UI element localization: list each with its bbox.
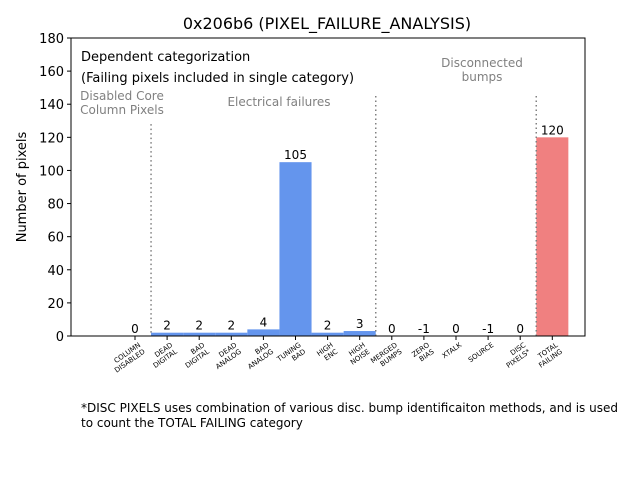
bar (311, 332, 344, 336)
chart-title: 0x206b6 (PIXEL_FAILURE_ANALYSIS) (183, 14, 471, 34)
bar-value-label: 2 (195, 319, 203, 333)
y-tick-label: 0 (56, 330, 64, 345)
bar-value-label: 2 (227, 319, 235, 333)
x-tick-label: HIGHNOISE (344, 341, 371, 367)
y-tick-label: 140 (39, 98, 64, 113)
bar (247, 329, 280, 336)
x-tick-label: DISCPIXELS* (500, 341, 532, 370)
section-label: Disconnected bumps (441, 56, 523, 84)
x-tick-label: MERGEDBUMPS (369, 341, 404, 372)
x-tick-label: HIGHENC (315, 341, 339, 365)
bar (536, 137, 569, 336)
x-tick-label: BADANALOG (242, 341, 275, 371)
bar-value-label: 4 (260, 315, 268, 329)
y-tick-label: 160 (39, 65, 64, 80)
bar (151, 332, 184, 336)
annotation-line-1: Dependent categorization (81, 50, 250, 65)
section-label: Disabled Core Column Pixels (80, 89, 164, 117)
x-tick-label: DEADDIGITAL (147, 341, 179, 370)
y-tick-label: 180 (39, 32, 64, 47)
y-tick-label: 60 (47, 231, 64, 246)
y-tick-label: 80 (47, 198, 64, 213)
bar (279, 162, 312, 336)
annotation-line-2: (Failing pixels included in single categ… (81, 71, 354, 86)
bar-value-label: 0 (516, 322, 524, 336)
footnote: *DISC PIXELS uses combination of various… (81, 401, 618, 430)
bar-value-label: 3 (356, 317, 364, 331)
y-tick-label: 40 (47, 264, 64, 279)
x-tick-label: SOURCE (467, 341, 495, 364)
bar-value-label: 0 (452, 322, 460, 336)
bar-value-label: -1 (482, 322, 494, 336)
y-tick-label: 120 (39, 131, 64, 146)
bar (215, 332, 248, 336)
bar-value-label: 105 (284, 148, 307, 162)
x-tick-label: ZEROBIAS (410, 341, 436, 366)
x-tick-label: TOTALFAILING (533, 341, 564, 370)
bar-value-label: 0 (388, 322, 396, 336)
x-tick-label: COLUMNDISABLED (109, 341, 147, 374)
y-tick-label: 100 (39, 164, 64, 179)
plot-frame (70, 37, 586, 337)
section-label: Electrical failures (227, 95, 330, 109)
bar-value-label: 2 (163, 319, 171, 333)
bar (183, 332, 216, 336)
x-tick-label: XTALK (441, 341, 464, 360)
x-tick-label: TUNINGBAD (275, 341, 307, 370)
x-tick-label: DEADANALOG (210, 341, 243, 371)
bar-value-label: 120 (541, 123, 564, 137)
x-tick-label: BADDIGITAL (179, 341, 211, 370)
bar-value-label: -1 (418, 322, 430, 336)
bar-value-label: 0 (131, 322, 139, 336)
bar-value-label: 2 (324, 319, 332, 333)
bar (343, 331, 376, 336)
y-tick-label: 20 (47, 297, 64, 312)
y-axis-label: Number of pixels (15, 131, 30, 242)
